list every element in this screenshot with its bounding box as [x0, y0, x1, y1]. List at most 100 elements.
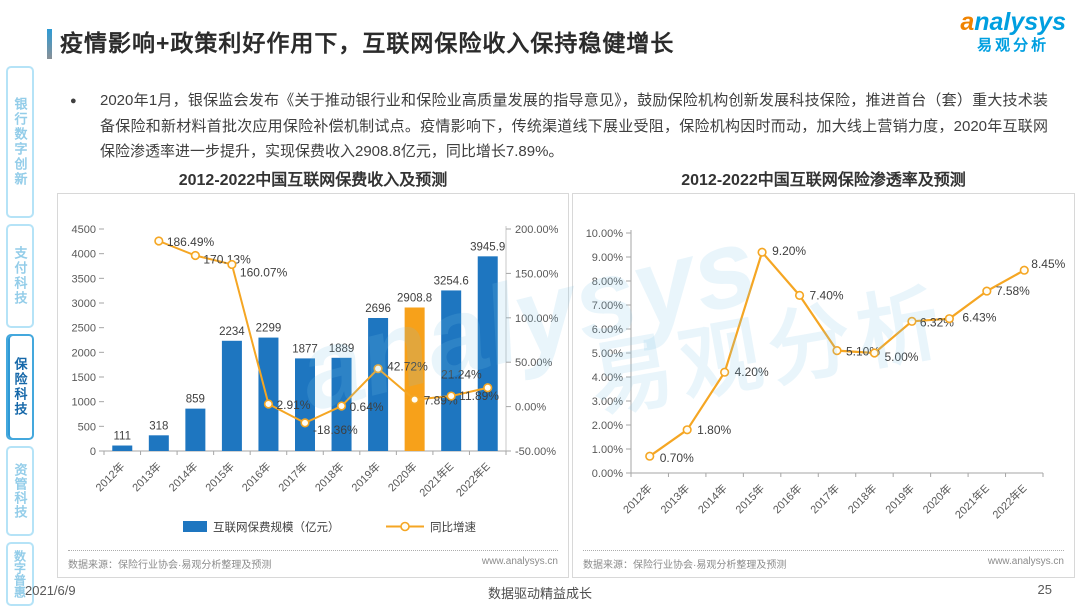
- svg-text:2020年: 2020年: [919, 481, 954, 516]
- svg-text:200.00%: 200.00%: [515, 224, 559, 236]
- svg-text:2014年: 2014年: [695, 481, 730, 516]
- title-accent-bar: [47, 29, 52, 59]
- svg-text:11.89%: 11.89%: [459, 389, 499, 403]
- svg-text:111: 111: [114, 431, 131, 443]
- svg-text:6.43%: 6.43%: [962, 311, 996, 325]
- svg-text:2016年: 2016年: [239, 459, 274, 494]
- svg-text:2013年: 2013年: [129, 459, 164, 494]
- svg-text:4500: 4500: [72, 224, 96, 236]
- svg-text:-50.00%: -50.00%: [515, 446, 556, 458]
- svg-text:2021年E: 2021年E: [416, 459, 456, 499]
- svg-text:1889: 1889: [329, 343, 355, 355]
- svg-text:3000: 3000: [72, 298, 96, 310]
- svg-text:2015年: 2015年: [732, 481, 767, 516]
- svg-text:2.91%: 2.91%: [276, 398, 310, 412]
- svg-text:4000: 4000: [72, 249, 96, 261]
- svg-text:2.00%: 2.00%: [592, 420, 623, 432]
- left-site-link[interactable]: www.analysys.cn: [481, 556, 558, 567]
- svg-text:2696: 2696: [365, 303, 391, 315]
- svg-text:500: 500: [78, 421, 96, 433]
- svg-text:互联网保费规模（亿元）: 互联网保费规模（亿元）: [213, 520, 340, 534]
- svg-text:2016年: 2016年: [770, 481, 805, 516]
- svg-text:21.24%: 21.24%: [441, 368, 482, 382]
- svg-text:5.00%: 5.00%: [592, 348, 623, 360]
- right-chart-title: 2012-2022中国互联网保险渗透率及预测: [681, 172, 966, 189]
- svg-text:170.13%: 170.13%: [203, 253, 251, 267]
- svg-text:2299: 2299: [256, 323, 282, 335]
- svg-text:2015年: 2015年: [202, 459, 237, 494]
- premium-income-chart-panel: 0 500 1000 1500 2000 2500 3000 3500 4000 4500 -50.…: [57, 193, 569, 578]
- svg-text:160.07%: 160.07%: [240, 265, 288, 279]
- svg-text:150.00%: 150.00%: [515, 268, 559, 280]
- svg-text:1877: 1877: [292, 343, 318, 355]
- svg-text:3254.6: 3254.6: [434, 275, 469, 287]
- svg-text:0.00%: 0.00%: [592, 468, 623, 480]
- svg-text:同比增速: 同比增速: [430, 520, 476, 534]
- svg-text:1000: 1000: [72, 397, 96, 409]
- svg-text:2022年E: 2022年E: [453, 459, 493, 499]
- svg-text:8.00%: 8.00%: [592, 276, 623, 288]
- svg-text:50.00%: 50.00%: [515, 357, 553, 369]
- svg-text:4.20%: 4.20%: [735, 365, 769, 379]
- svg-text:3.00%: 3.00%: [592, 396, 623, 408]
- svg-text:10.00%: 10.00%: [586, 228, 624, 240]
- svg-text:42.72%: 42.72%: [387, 360, 428, 374]
- penetration-chart-panel: 0.00% 1.00% 2.00% 3.00% 4.00% 5.00% 6.00% 7.00%…: [572, 193, 1075, 578]
- svg-text:2012年: 2012年: [92, 459, 127, 494]
- premium-income-chart: 0 500 1000 1500 2000 2500 3000 3500 4000 4500 -50.…: [72, 224, 559, 534]
- svg-text:2022年E: 2022年E: [989, 481, 1029, 521]
- svg-text:2018年: 2018年: [845, 481, 880, 516]
- svg-text:6.00%: 6.00%: [592, 324, 623, 336]
- svg-text:9.00%: 9.00%: [592, 252, 623, 264]
- sidebar-item-insurance-tech[interactable]: 保险科技: [6, 334, 34, 440]
- svg-text:3500: 3500: [72, 273, 96, 285]
- svg-text:2019年: 2019年: [882, 481, 917, 516]
- svg-text:2234: 2234: [219, 326, 245, 338]
- svg-text:0.00%: 0.00%: [515, 402, 546, 414]
- sidebar-item-bank-digital[interactable]: 银行数字创新: [6, 66, 34, 218]
- svg-text:2017年: 2017年: [807, 481, 842, 516]
- sidebar-item-asset-mgmt-tech[interactable]: 资管科技: [6, 446, 34, 536]
- svg-text:2014年: 2014年: [165, 459, 200, 494]
- bullet-icon: ●: [70, 95, 77, 107]
- svg-text:7.00%: 7.00%: [592, 300, 623, 312]
- analysys-logo-wordmark: analysys: [960, 10, 1066, 35]
- svg-text:2012年: 2012年: [620, 481, 655, 516]
- footer-slogan: 数据驱动精益成长: [487, 586, 592, 601]
- analysys-logo-chinese: 易观分析: [977, 37, 1050, 54]
- penetration-chart: 0.00% 1.00% 2.00% 3.00% 4.00% 5.00% 6.00% 7.00%…: [586, 228, 1066, 521]
- summary-text: 2020年1月，银保监会发布《关于推动银行业和保险业高质量发展的指导意见》，鼓励…: [100, 92, 1048, 160]
- right-data-source: 数据来源：保险行业协会·易观分析整理及预测: [583, 560, 787, 571]
- svg-text:2020年: 2020年: [385, 459, 420, 494]
- svg-text:8.45%: 8.45%: [1031, 257, 1065, 271]
- right-source-row: 数据来源：保险行业协会·易观分析整理及预测 www.analysys.cn: [583, 550, 1064, 571]
- analysys-logo: analysys 易观分析: [960, 10, 1066, 54]
- left-chart-title: 2012-2022中国互联网保费收入及预测: [178, 172, 448, 189]
- svg-text:186.49%: 186.49%: [167, 235, 215, 249]
- svg-text:859: 859: [186, 394, 205, 406]
- analysys-swirl-icon: a: [960, 8, 975, 36]
- svg-text:2019年: 2019年: [348, 459, 383, 494]
- svg-text:1.80%: 1.80%: [697, 423, 731, 437]
- svg-text:2500: 2500: [72, 323, 96, 335]
- svg-text:-18.36%: -18.36%: [313, 423, 358, 437]
- svg-text:7.58%: 7.58%: [996, 284, 1030, 298]
- svg-text:2021年E: 2021年E: [952, 481, 992, 521]
- svg-text:0.70%: 0.70%: [660, 451, 694, 465]
- svg-text:7.40%: 7.40%: [810, 288, 844, 302]
- analysys-wordmark-rest: nalysys: [974, 8, 1066, 36]
- svg-text:100.00%: 100.00%: [515, 313, 559, 325]
- svg-text:2908.8: 2908.8: [397, 292, 432, 304]
- svg-text:9.20%: 9.20%: [772, 244, 806, 258]
- svg-text:2018年: 2018年: [312, 459, 347, 494]
- svg-text:4.00%: 4.00%: [592, 372, 623, 384]
- sidebar-item-payment-tech[interactable]: 支付科技: [6, 224, 34, 328]
- sidebar-item-digital-inclusion[interactable]: 数字普惠: [6, 542, 34, 606]
- svg-text:3945.9: 3945.9: [470, 241, 505, 253]
- svg-text:318: 318: [149, 420, 168, 432]
- svg-text:2000: 2000: [72, 347, 96, 359]
- svg-text:5.00%: 5.00%: [884, 350, 918, 364]
- right-site-link[interactable]: www.analysys.cn: [987, 556, 1064, 567]
- svg-text:0.64%: 0.64%: [350, 400, 384, 414]
